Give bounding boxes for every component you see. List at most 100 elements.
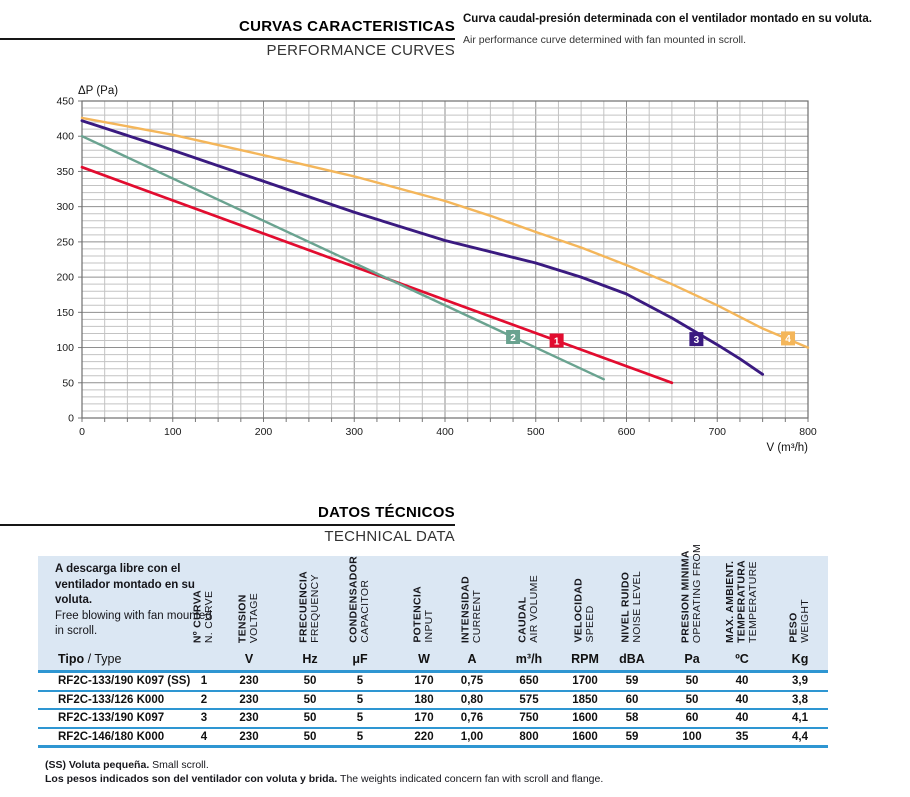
unit-label: Kg [791,652,809,666]
table-cell: 1600 [572,712,598,724]
table-cell: 5 [356,675,364,687]
section1-title-en: PERFORMANCE CURVES [266,42,455,59]
x-tick-label: 300 [345,426,363,438]
footnote-ss-en: Small scroll. [152,759,209,771]
section2-title-es: DATOS TÉCNICOS [318,504,455,521]
table-cell: 3,9 [792,675,808,687]
table-cell: 60 [685,712,699,724]
unit-label: W [418,652,430,666]
table-cell: 100 [682,730,702,743]
technical-data-table: A descarga libre con el ventilador monta… [38,544,828,787]
column-header-input: POTENCIA INPUT [411,586,436,643]
table-cell: 0,80 [460,693,484,706]
table-cell: 50 [303,693,317,706]
table-cell: 650 [519,675,539,687]
x-tick-label: 200 [255,426,273,438]
table-cell: 50 [303,712,317,724]
unit-label: Pa [684,652,700,666]
column-header-current: INTENSIDAD CURRENT [459,575,484,643]
table-cell: 60 [625,693,639,706]
table-intro-es: A descarga libre con el ventilador monta… [55,563,195,606]
unit-label: Hz [302,652,318,666]
table-cell: 1 [200,675,208,687]
model-name: RF2C-133/126 K000 [58,693,165,706]
tipo-label-sep: / [84,652,95,666]
curve-marker-1 [549,333,564,348]
column-header-temperature: MAX. AMBIENT. TEMPERATURA TEMPERATURE [723,559,759,643]
footnote-weights-en: The weights indicated concern fan with s… [340,772,604,785]
x-tick-label: 100 [164,426,182,438]
table-cell: 3 [200,712,208,724]
column-header-noise-level: NIVEL RUIDO NOISE LEVEL [619,571,644,643]
y-tick-label: 100 [56,342,74,354]
header-description: Curva caudal-presión determinada con el … [463,13,903,46]
table-cell: 5 [356,730,364,743]
table-cell: 800 [519,730,539,743]
table-cell: 50 [303,730,317,743]
x-tick-label: 400 [436,426,454,438]
table-cell: 40 [735,675,749,687]
tipo-label-en: Type [94,652,122,666]
section2-underline [0,524,455,526]
table-cell: 4 [200,730,208,743]
column-header-weight: PESO WEIGHT [787,599,812,643]
y-tick-label: 300 [56,201,74,213]
table-cell: 50 [303,675,317,687]
section2-title-en: TECHNICAL DATA [324,528,455,545]
footnote-weights: Los pesos indicados son del ventilador c… [45,773,828,787]
y-tick-label: 200 [56,272,74,284]
table-cell: 40 [735,693,749,706]
table-cell: 575 [519,693,539,706]
footnote-weights-es: Los pesos indicados son del ventilador c… [45,772,338,785]
section1-title-es: CURVAS CARACTERISTICAS [238,18,455,35]
table-cell: 3,8 [792,693,808,706]
y-tick-label: 150 [56,307,74,319]
y-tick-label: 450 [56,96,74,108]
x-tick-label: 600 [618,426,636,438]
table-cell: 170 [414,712,434,724]
table-cell: 230 [239,730,259,743]
y-tick-label: 350 [56,166,74,178]
table-cell: 220 [414,730,434,743]
table-cell: 4,1 [792,712,808,724]
x-tick-label: 700 [708,426,726,438]
table-cell: 0,75 [460,675,484,687]
curve-marker-label-1: 1 [554,336,560,347]
unit-label: ºC [735,652,749,666]
y-tick-label: 50 [62,377,74,389]
table-cell: 59 [625,675,639,687]
table-intro-en: Free blowing with fan mounted in scroll. [55,609,212,638]
table-cell: 1,00 [460,730,484,743]
x-tick-label: 0 [79,426,85,438]
curve-marker-label-2: 2 [510,333,516,344]
column-header-speed: VELOCIDAD SPEED [572,578,597,643]
y-tick-label: 250 [56,236,74,248]
table-cell: 180 [414,693,434,706]
table-cell: 230 [239,693,259,706]
table-row: RF2C-133/126 K000 2 230 50 5 180 0,80 575 1850 60… [38,691,828,710]
model-name: RF2C-133/190 K097 (SS) [58,675,191,687]
unit-label: dBA [619,652,645,666]
table-cell: 230 [239,712,259,724]
model-name: RF2C-146/180 K000 [58,730,165,743]
unit-label: V [244,652,254,666]
column-header-n-curve: Nº CURVA N. CURVE [191,589,216,643]
technical-data-header: DATOS TÉCNICOS TECHNICAL DATA [0,504,455,545]
axes [78,100,809,422]
footnote-ss-es: (SS) Voluta pequeña. [45,759,150,771]
table-header: A descarga libre con el ventilador monta… [38,544,828,673]
header-description-en: Air performance curve determined with fa… [463,33,747,46]
curve-marker-4 [781,331,796,346]
column-header-frequency: FRECUENCIA FREQUENCY [297,571,322,643]
model-name: RF2C-133/190 K097 [58,712,165,724]
performance-curves-chart: 0 100 200 300 400 500 600 700 800 0 50 100 150 200 250… [56,85,816,454]
table-cell: 0,76 [460,712,484,724]
table-cell: 59 [625,730,639,743]
tipo-type-label: Tipo / Type [58,652,121,666]
table-row: RF2C-133/190 K097 (SS) 1 230 50 5 170 0,75 650 1… [38,673,828,692]
column-header-capacitor: CONDENSADOR CAPACITOR [347,556,372,643]
table-row: RF2C-146/180 K000 4 230 50 5 220 1,00 800 1600 59… [38,728,828,748]
table-cell: 230 [239,675,259,687]
